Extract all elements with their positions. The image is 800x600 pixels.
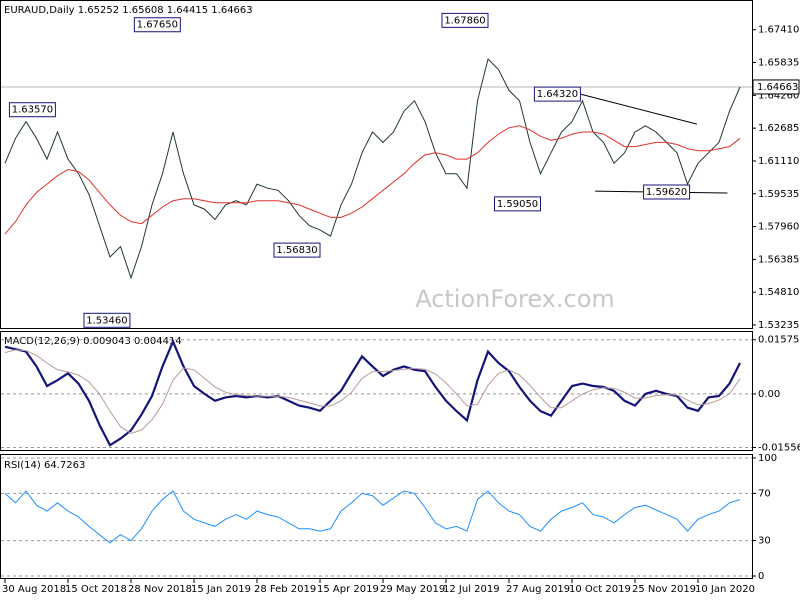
x-tick-label: 10 Oct 2019	[569, 584, 631, 595]
y-tick-label: 0.01575	[758, 335, 799, 346]
y-tick-label: 1.57960	[758, 222, 799, 233]
price-annotation-label: 1.56830	[276, 245, 317, 256]
price-annotation-box	[533, 86, 581, 102]
y-tick-label: 30	[758, 536, 771, 547]
last-price-box	[752, 79, 800, 95]
series-line	[4, 125, 741, 235]
x-tick-label: 30 Aug 2018	[2, 584, 66, 595]
price-annotation-box	[643, 184, 691, 200]
y-tick-label: 1.54810	[758, 287, 799, 298]
price-annotation-label: 1.63570	[12, 105, 53, 116]
last-price-label: 1.64663	[757, 82, 798, 93]
x-tick-label: 15 Apr 2019	[317, 584, 379, 595]
x-tick-label: 27 Aug 2019	[506, 584, 570, 595]
price-annotation-label: 1.67650	[137, 20, 178, 31]
y-tick-label: 100	[758, 453, 777, 464]
y-tick-label: 1.61110	[758, 156, 799, 167]
x-tick-label: 29 May 2019	[380, 584, 445, 595]
x-tick-label: 15 Jan 2019	[191, 584, 251, 595]
price-annotation-box	[441, 12, 489, 28]
watermark: ActionForex.com	[415, 285, 615, 313]
x-tick-label: 28 Nov 2018	[128, 584, 192, 595]
price-annotation-box	[494, 196, 541, 212]
y-tick-label: -0.015568	[758, 442, 800, 453]
price-annotation-box	[273, 242, 321, 258]
y-tick-label: 0.00	[758, 389, 780, 400]
price-title: EURAUD,Daily 1.65252 1.65608 1.64415 1.6…	[4, 5, 253, 16]
price-annotation-label: 1.59050	[497, 199, 538, 210]
series-line	[4, 58, 741, 280]
x-tick-label: 10 Jan 2020	[695, 584, 755, 595]
macd-title: MACD(12,26,9) 0.009043 0.004414	[4, 336, 182, 347]
price-panel-border	[0, 0, 753, 329]
x-tick-label: 25 Nov 2019	[632, 584, 696, 595]
rsi-title: RSI(14) 64.7263	[4, 460, 85, 471]
y-tick-label: 1.64260	[758, 90, 799, 101]
y-tick-label: 1.59535	[758, 189, 799, 200]
x-tick-label: 28 Feb 2019	[254, 584, 316, 595]
price-annotation-label: 1.53460	[86, 315, 127, 326]
price-annotation-box	[83, 312, 131, 328]
y-tick-label: 1.56385	[758, 254, 799, 265]
y-tick-label: 1.67410	[758, 25, 799, 36]
x-tick-label: 15 Oct 2018	[65, 584, 127, 595]
series-line	[4, 338, 741, 447]
y-tick-label: 70	[758, 488, 771, 499]
price-annotation-label: 1.67860	[444, 15, 485, 26]
rsi-panel-border	[0, 454, 753, 579]
price-annotation-box	[133, 17, 181, 33]
y-tick-label: 1.65835	[758, 58, 799, 69]
trendline	[580, 93, 698, 125]
price-annotation-label: 1.64320	[537, 89, 578, 100]
price-annotation-box	[8, 102, 56, 118]
price-annotation-label: 1.59620	[646, 187, 687, 198]
y-tick-label: 0	[758, 571, 764, 582]
macd-panel-border	[0, 331, 753, 451]
y-tick-label: 1.53235	[758, 320, 799, 331]
series-line	[4, 490, 741, 544]
x-tick-label: 12 Jul 2019	[443, 584, 500, 595]
y-tick-label: 1.62685	[758, 123, 799, 134]
series-line	[4, 349, 741, 435]
